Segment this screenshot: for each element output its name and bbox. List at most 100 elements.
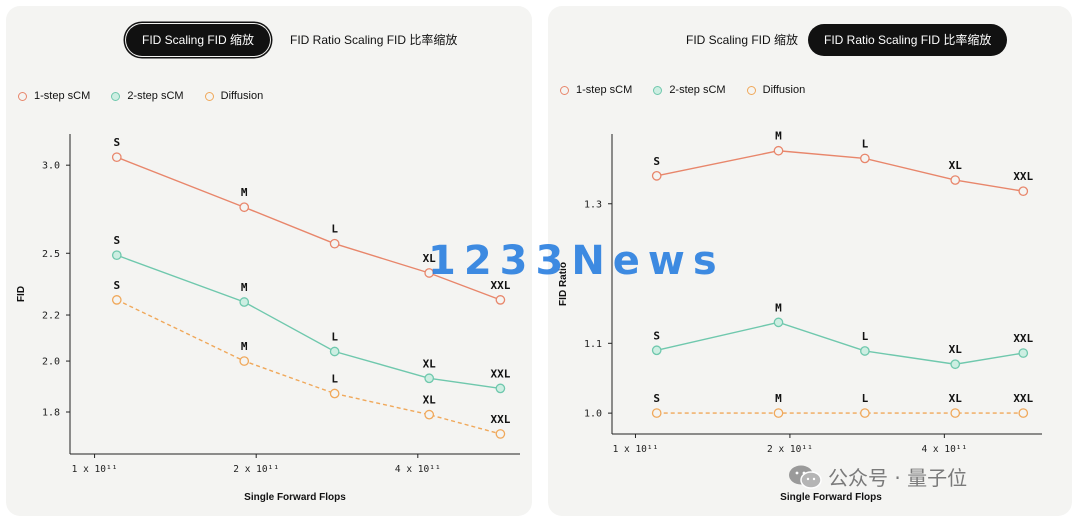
- fid-scaling-panel: FID Scaling FID 缩放 FID Ratio Scaling FID…: [6, 6, 532, 516]
- circle-icon: [746, 85, 756, 95]
- wechat-label: 公众号 · 量子位: [828, 466, 968, 490]
- watermark: 1233News: [428, 238, 725, 284]
- chart-tabs: FID Scaling FID 缩放 FID Ratio Scaling FID…: [6, 24, 532, 60]
- data-point: [111, 250, 122, 261]
- data-point: [1018, 186, 1029, 197]
- data-point: [651, 171, 662, 181]
- x-tick-label: 1 x 10¹¹: [613, 444, 659, 455]
- point-label: L: [862, 330, 869, 343]
- tab-fid-ratio-scaling[interactable]: FID Ratio Scaling FID 比率缩放: [290, 33, 458, 47]
- data-point: [773, 145, 784, 156]
- point-label: XXL: [490, 413, 510, 426]
- point-label: XXL: [1013, 170, 1033, 183]
- x-axis-label: Single Forward Flops: [244, 492, 346, 503]
- data-point: [651, 345, 662, 356]
- point-label: XXL: [490, 279, 510, 292]
- series-line-1: [656, 321, 1024, 365]
- tab-fid-scaling[interactable]: FID Scaling FID 缩放: [126, 24, 271, 56]
- point-label: S: [113, 234, 120, 247]
- point-label: L: [331, 330, 338, 343]
- point-label: M: [775, 392, 782, 405]
- data-point: [329, 346, 340, 357]
- data-point: [651, 408, 662, 418]
- tab-fid-scaling[interactable]: FID Scaling FID 缩放: [686, 33, 799, 47]
- data-point: [860, 153, 870, 164]
- y-tick-label: 3.0: [42, 161, 60, 172]
- point-label: M: [775, 130, 782, 143]
- series-line-0: [656, 150, 1024, 192]
- y-tick-label: 2.0: [42, 357, 60, 368]
- legend-label: 2-step sCM: [127, 90, 184, 102]
- x-tick-label: 4 x 10¹¹: [395, 464, 441, 475]
- data-point: [495, 429, 506, 439]
- circle-icon: [111, 91, 121, 101]
- point-label: L: [862, 392, 869, 405]
- y-tick-label: 1.3: [584, 199, 602, 210]
- point-label: XXL: [1013, 332, 1033, 345]
- legend-label: 1-step sCM: [576, 84, 633, 96]
- legend-label: 1-step sCM: [34, 90, 91, 102]
- legend-item-2-step: 2-step sCM: [653, 84, 726, 96]
- point-label: L: [331, 373, 338, 386]
- data-point: [111, 295, 122, 305]
- data-point: [495, 383, 506, 394]
- point-label: XL: [949, 159, 963, 172]
- data-point: [239, 297, 250, 307]
- data-point: [860, 408, 870, 418]
- circle-icon: [653, 85, 663, 95]
- tab-fid-ratio-scaling[interactable]: FID Ratio Scaling FID 比率缩放: [808, 24, 1008, 56]
- legend-item-1-step: 1-step sCM: [560, 84, 632, 96]
- point-label: XL: [423, 394, 437, 407]
- point-label: L: [331, 223, 338, 236]
- data-point: [1018, 348, 1029, 358]
- fid-ratio-panel: FID Scaling FID 缩放 FID Ratio Scaling FID…: [548, 6, 1072, 516]
- x-tick-label: 4 x 10¹¹: [921, 444, 967, 455]
- y-tick-label: 2.5: [42, 249, 60, 260]
- point-label: S: [653, 392, 660, 405]
- legend: 1-step sCM 2-step sCM Diffusion: [560, 84, 823, 98]
- y-tick-label: 1.0: [584, 409, 602, 420]
- point-label: S: [653, 155, 660, 168]
- legend-item-diffusion: Diffusion: [746, 84, 806, 96]
- data-point: [424, 268, 435, 278]
- legend-label: Diffusion: [220, 90, 264, 102]
- data-point: [239, 202, 250, 213]
- data-point: [495, 295, 506, 305]
- data-point: [773, 317, 784, 328]
- circle-icon: [204, 91, 214, 101]
- legend-item-1-step: 1-step sCM: [18, 90, 90, 102]
- chart-tabs: FID Scaling FID 缩放 FID Ratio Scaling FID…: [548, 24, 1072, 60]
- x-tick-label: 2 x 10¹¹: [767, 444, 813, 455]
- data-point: [111, 152, 122, 163]
- legend-label: Diffusion: [762, 84, 806, 96]
- fid-ratio-chart: 1.0 1.1 1.3 1 x 10¹¹ 2 x 10¹¹ 4 x 10¹¹ FID Rat…: [558, 130, 1042, 503]
- x-axis-label: Single Forward Flops: [780, 492, 882, 503]
- series-line-2: [116, 299, 501, 435]
- legend-label: 2-step sCM: [669, 84, 726, 96]
- point-label: XXL: [490, 367, 510, 380]
- point-label: M: [241, 186, 248, 199]
- x-tick-label: 2 x 10¹¹: [233, 464, 279, 475]
- point-label: XL: [423, 357, 437, 370]
- legend: 1-step sCM 2-step sCM Diffusion: [18, 90, 281, 104]
- point-label: XL: [949, 343, 963, 356]
- data-point: [950, 408, 961, 418]
- data-point: [1018, 408, 1029, 418]
- point-label: XL: [423, 252, 437, 265]
- data-point: [424, 409, 435, 420]
- data-point: [239, 356, 250, 366]
- data-point: [860, 346, 870, 356]
- y-axis-label: FID Ratio: [558, 262, 569, 306]
- legend-item-diffusion: Diffusion: [204, 90, 264, 102]
- point-label: M: [241, 281, 248, 294]
- point-label: XXL: [1013, 392, 1033, 405]
- point-label: XL: [949, 392, 963, 405]
- point-label: S: [113, 136, 120, 149]
- x-tick-label: 1 x 10¹¹: [72, 464, 118, 475]
- y-tick-label: 1.8: [42, 407, 60, 418]
- data-point: [773, 408, 784, 418]
- y-tick-label: 2.2: [42, 311, 60, 322]
- y-tick-label: 1.1: [584, 339, 602, 350]
- wechat-icon: [789, 465, 822, 489]
- data-point: [329, 388, 340, 399]
